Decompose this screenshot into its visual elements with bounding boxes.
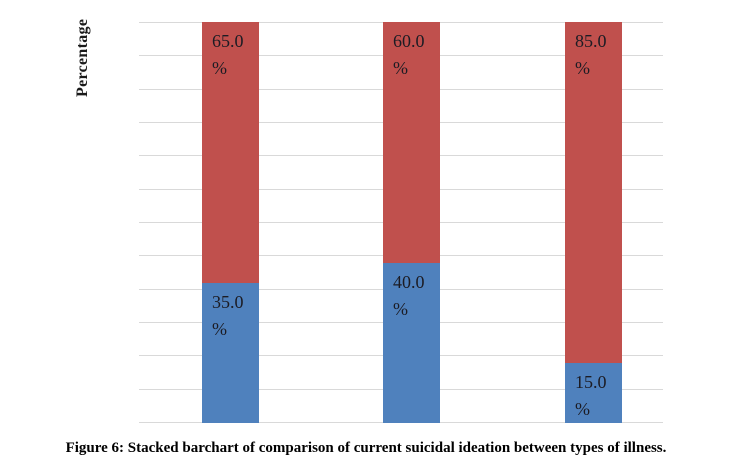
data-label-value: 60.0 xyxy=(393,31,425,51)
data-label-suffix: % xyxy=(212,58,227,78)
bar-1: 65.0% 35.0% xyxy=(202,22,259,423)
data-label-suffix: % xyxy=(393,298,408,319)
data-label-suffix: % xyxy=(575,398,590,419)
data-label: 65.0% xyxy=(202,22,259,82)
data-label: 85.0% xyxy=(565,22,622,82)
figure-caption: Figure 6: Stacked barchart of comparison… xyxy=(65,440,667,456)
data-label-value: 65.0 xyxy=(212,31,244,51)
segment-top-red: 60.0% xyxy=(383,22,440,263)
data-label: 40.0% xyxy=(383,263,440,323)
segment-top-red: 85.0% xyxy=(565,22,622,363)
data-label-suffix: % xyxy=(393,58,408,78)
plot-area: 65.0% 35.0% 60.0% 40.0% 85.0% 15.0% xyxy=(139,22,663,423)
segment-bottom-blue: 40.0% xyxy=(383,262,440,423)
data-label-value: 85.0 xyxy=(575,31,607,51)
y-axis-label: Percentage xyxy=(74,18,91,98)
segment-top-red: 65.0% xyxy=(202,22,259,283)
data-label: 60.0% xyxy=(383,22,440,82)
data-label: 35.0% xyxy=(202,283,259,343)
bar-3: 85.0% 15.0% xyxy=(565,22,622,423)
data-label-suffix: % xyxy=(212,318,227,339)
bar-2: 60.0% 40.0% xyxy=(383,22,440,423)
data-label: 15.0% xyxy=(565,363,622,423)
data-label-value: 35.0 xyxy=(212,291,244,312)
data-label-suffix: % xyxy=(575,58,590,78)
data-label-value: 15.0 xyxy=(575,371,607,392)
segment-bottom-blue: 35.0% xyxy=(202,282,259,423)
data-label-value: 40.0 xyxy=(393,271,425,292)
segment-bottom-blue: 15.0% xyxy=(565,362,622,423)
